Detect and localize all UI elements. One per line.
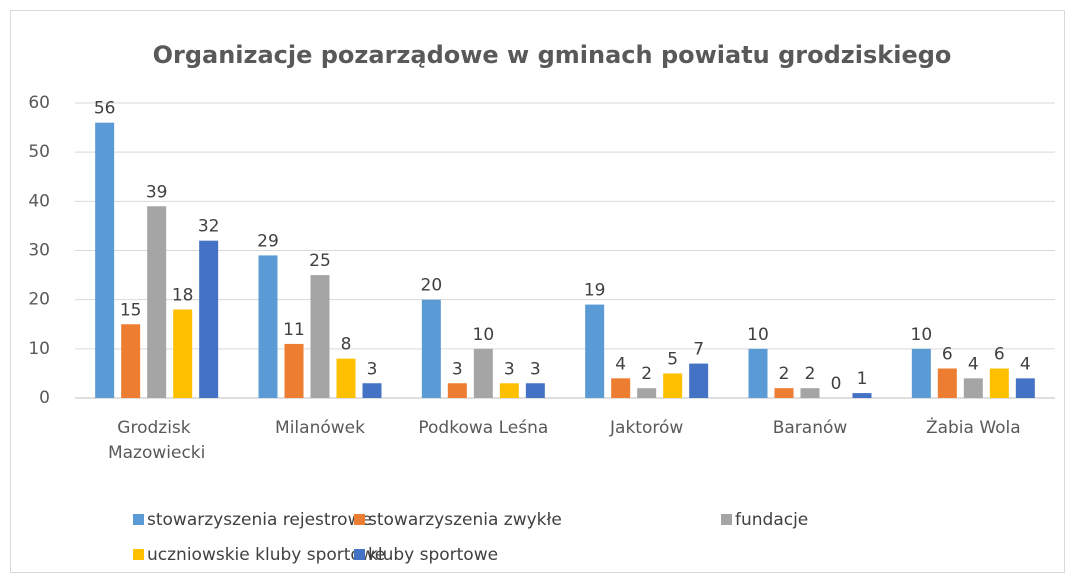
bar: [937, 368, 957, 398]
value-label: 32: [198, 217, 220, 237]
legend-swatch: [133, 549, 144, 560]
bar: [852, 393, 872, 398]
value-label: 10: [911, 325, 933, 345]
x-tick-label: Baranów: [773, 418, 848, 438]
bar: [585, 304, 605, 398]
bar: [963, 378, 983, 398]
bar: [258, 255, 278, 398]
y-tick-label: 50: [28, 142, 50, 162]
bar: [336, 358, 356, 398]
legend-label: uczniowskie kluby sportowe: [147, 545, 385, 565]
value-label: 19: [584, 281, 606, 301]
bar: [473, 348, 493, 398]
x-tick-label: Milanówek: [275, 418, 365, 438]
bar: [689, 363, 709, 398]
y-tick-label: 40: [28, 191, 50, 211]
legend-label: stowarzyszenia rejestrowe: [147, 510, 372, 530]
value-label: 2: [641, 364, 652, 384]
legend-swatch: [354, 549, 365, 560]
value-label: 11: [283, 320, 305, 340]
value-label: 4: [1020, 354, 1031, 374]
bar: [121, 324, 141, 398]
value-label: 4: [968, 354, 979, 374]
bar: [748, 348, 768, 398]
y-tick-label: 30: [28, 241, 50, 261]
value-label: 15: [120, 300, 142, 320]
y-tick-label: 20: [28, 290, 50, 310]
value-label: 2: [779, 364, 790, 384]
y-tick-label: 60: [28, 93, 50, 113]
value-label: 6: [994, 345, 1005, 365]
bar: [611, 378, 631, 398]
value-label: 20: [421, 276, 443, 296]
value-label: 6: [942, 345, 953, 365]
value-label: 5: [667, 349, 678, 369]
value-label: 25: [309, 251, 331, 271]
bar: [284, 343, 304, 398]
legend-swatch: [354, 514, 365, 525]
bar: [447, 383, 467, 398]
legend-label: stowarzyszenia zwykłe: [368, 510, 562, 530]
bar: [362, 383, 382, 398]
bar: [421, 299, 441, 398]
x-tick-label: Żabia Wola: [926, 417, 1021, 438]
legend-swatch: [133, 514, 144, 525]
value-label: 3: [452, 359, 463, 379]
bar: [800, 388, 820, 398]
x-tick-label: Grodzisk Mazowiecki: [108, 418, 205, 463]
value-label: 3: [504, 359, 515, 379]
bar: [1015, 378, 1035, 398]
value-label: 18: [172, 286, 194, 306]
value-label: 3: [367, 359, 378, 379]
x-tick-label: Podkowa Leśna: [418, 418, 548, 438]
bar: [199, 240, 219, 398]
value-label: 1: [857, 369, 868, 389]
bar: [663, 373, 683, 398]
chart-frame: [10, 10, 1065, 573]
bar: [525, 383, 545, 398]
value-label: 3: [530, 359, 541, 379]
value-label: 8: [341, 335, 352, 355]
bar: [173, 309, 193, 398]
bar: [911, 348, 931, 398]
value-label: 0: [831, 374, 842, 394]
y-tick-label: 10: [28, 339, 50, 359]
bar: [774, 388, 794, 398]
value-label: 39: [146, 182, 168, 202]
bar: [499, 383, 519, 398]
value-label: 2: [805, 364, 816, 384]
value-label: 7: [693, 340, 704, 360]
value-label: 10: [473, 325, 495, 345]
bar: [310, 275, 330, 398]
y-tick-label: 0: [39, 388, 50, 408]
legend-label: kluby sportowe: [368, 545, 498, 565]
legend-label: fundacje: [735, 510, 808, 530]
legend-swatch: [721, 514, 732, 525]
x-tick-label: Jaktorów: [609, 418, 683, 438]
bar: [147, 206, 167, 398]
chart-title: Organizacje pozarządowe w gminach powiat…: [153, 41, 952, 69]
bar: [95, 122, 115, 399]
value-label: 4: [615, 354, 626, 374]
value-label: 29: [257, 231, 279, 251]
value-label: 10: [747, 325, 769, 345]
bar: [989, 368, 1009, 398]
value-label: 56: [94, 99, 116, 119]
bar: [637, 388, 657, 398]
